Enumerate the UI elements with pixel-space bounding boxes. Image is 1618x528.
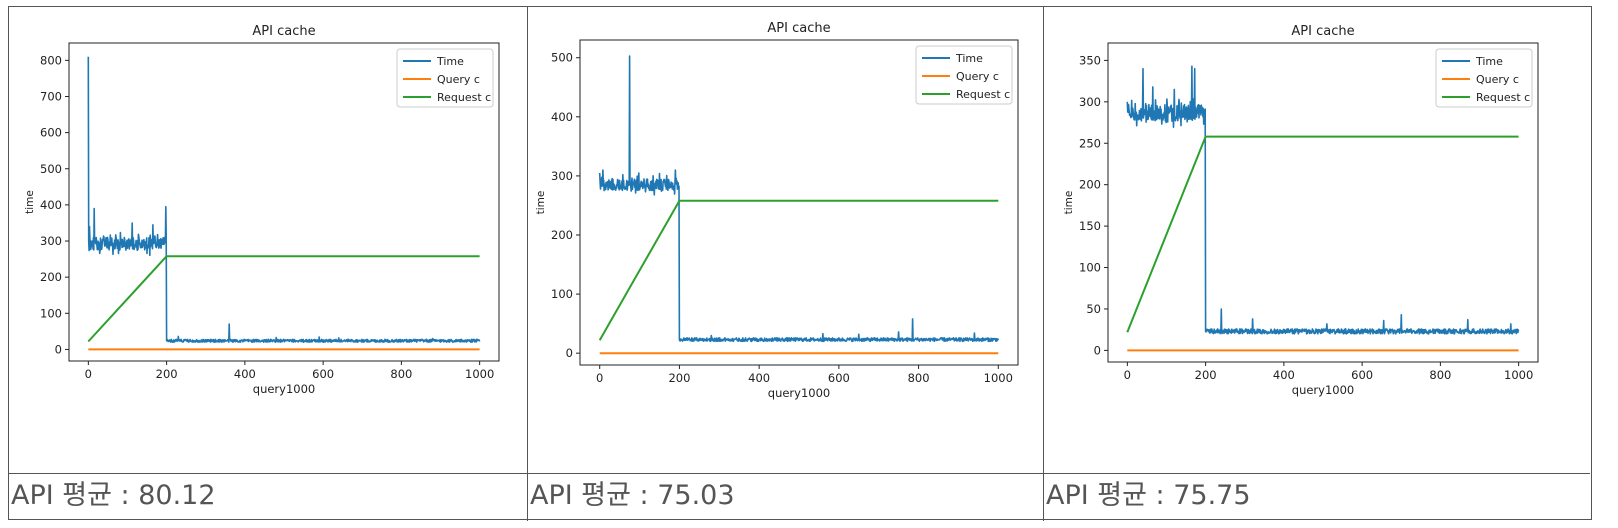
y-axis-label: time	[1063, 191, 1075, 215]
x-tick-label: 200	[1195, 368, 1217, 382]
legend-entry: Query c	[1476, 73, 1519, 86]
y-tick-label: 300	[1079, 95, 1101, 109]
caption-average-2: API 평균 : 75.03	[528, 473, 1043, 521]
legend-box	[1435, 48, 1533, 108]
x-tick-label: 0	[1124, 368, 1131, 382]
y-axis-label: time	[535, 191, 547, 215]
x-tick-label: 800	[1429, 368, 1451, 382]
y-tick-label: 300	[551, 169, 573, 183]
line-chart-2: API cache 0 200 400 600 800 1000 0 100 200 300 400 5…	[528, 7, 1043, 473]
y-tick-label: 0	[1094, 343, 1101, 357]
legend-entry: Time	[955, 52, 983, 65]
caption-average-1: API 평균 : 80.12	[9, 473, 527, 521]
y-tick-label: 350	[1079, 53, 1101, 67]
y-tick-label: 100	[1079, 261, 1101, 275]
x-tick-label: 200	[668, 371, 690, 385]
y-axis-label: time	[24, 190, 36, 214]
chart-title: API cache	[1291, 24, 1354, 39]
legend-entry: Request c	[1476, 91, 1530, 104]
x-tick-label: 1000	[984, 371, 1013, 385]
x-axis-label: query1000	[253, 382, 315, 396]
series-line-time	[87, 56, 481, 343]
table-cell-chart-1: API cache 0 200 400 600 800 1000 0 100 200 300 400 5…	[9, 7, 527, 521]
legend-box	[915, 45, 1013, 105]
legend-entry: Time	[436, 55, 464, 68]
x-tick-label: 1000	[465, 367, 494, 381]
x-tick-label: 400	[748, 371, 770, 385]
y-tick-label: 100	[40, 306, 62, 320]
x-axis-label: query1000	[1292, 383, 1354, 397]
y-tick-label: 600	[40, 126, 62, 140]
series-line-request-c	[87, 255, 480, 343]
y-tick-label: 0	[566, 346, 573, 360]
chart-svg: API cache 0 200 400 600 800 1000 0 100 200 300 400 5…	[24, 24, 500, 396]
y-tick-label: 800	[40, 53, 62, 67]
y-tick-label: 400	[551, 110, 573, 124]
x-tick-label: 0	[85, 367, 92, 381]
plot-frame	[1107, 42, 1539, 363]
y-tick-label: 150	[1079, 219, 1101, 233]
y-tick-label: 200	[40, 270, 62, 284]
results-table: API cache 0 200 400 600 800 1000 0 100 200 300 400 5…	[8, 6, 1592, 521]
y-tick-label: 100	[551, 287, 573, 301]
x-tick-label: 0	[596, 371, 603, 385]
table-cell-chart-2: API cache 0 200 400 600 800 1000 0 100 200 300 400 5…	[527, 7, 1043, 521]
legend-entry: Query c	[956, 70, 999, 83]
table-cell-chart-3: API cache 0 200 400 600 800 1000 0 50 100 150 200 25…	[1043, 7, 1590, 521]
legend-entry: Query c	[437, 73, 480, 86]
chart-title: API cache	[767, 21, 830, 36]
chart-svg: API cache 0 200 400 600 800 1000 0 50 100 150 200 25…	[1063, 24, 1539, 397]
y-tick-label: 300	[40, 234, 62, 248]
x-tick-label: 600	[1351, 368, 1373, 382]
plot-frame	[68, 42, 500, 362]
chart-title: API cache	[252, 24, 315, 39]
line-chart-3: API cache 0 200 400 600 800 1000 0 50 100 150 200 25…	[1044, 7, 1590, 473]
series-line-time	[1126, 65, 1520, 335]
y-tick-label: 50	[1086, 302, 1101, 316]
x-axis-label: query1000	[768, 386, 830, 400]
series-line-request-c	[1126, 135, 1519, 333]
x-tick-label: 600	[312, 367, 334, 381]
y-tick-label: 500	[551, 51, 573, 65]
series-line-request-c	[598, 199, 999, 341]
series-line-time	[598, 55, 1000, 343]
x-tick-label: 400	[1273, 368, 1295, 382]
chart-svg: API cache 0 200 400 600 800 1000 0 100 200 300 400 5…	[535, 21, 1019, 400]
y-tick-label: 250	[1079, 136, 1101, 150]
y-tick-label: 700	[40, 89, 62, 103]
plot-frame	[579, 39, 1019, 366]
x-tick-label: 800	[908, 371, 930, 385]
x-tick-label: 1000	[1504, 368, 1533, 382]
line-chart-1: API cache 0 200 400 600 800 1000 0 100 200 300 400 5…	[9, 7, 527, 473]
x-tick-label: 200	[156, 367, 178, 381]
y-tick-label: 0	[55, 342, 62, 356]
x-tick-label: 800	[390, 367, 412, 381]
x-tick-label: 600	[828, 371, 850, 385]
legend-box	[396, 48, 494, 108]
legend-entry: Time	[1475, 55, 1503, 68]
x-tick-label: 400	[234, 367, 256, 381]
caption-average-3: API 평균 : 75.75	[1044, 473, 1590, 521]
legend-entry: Request c	[437, 91, 491, 104]
y-tick-label: 200	[551, 228, 573, 242]
y-tick-label: 200	[1079, 178, 1101, 192]
y-tick-label: 400	[40, 198, 62, 212]
legend-entry: Request c	[956, 88, 1010, 101]
y-tick-label: 500	[40, 162, 62, 176]
